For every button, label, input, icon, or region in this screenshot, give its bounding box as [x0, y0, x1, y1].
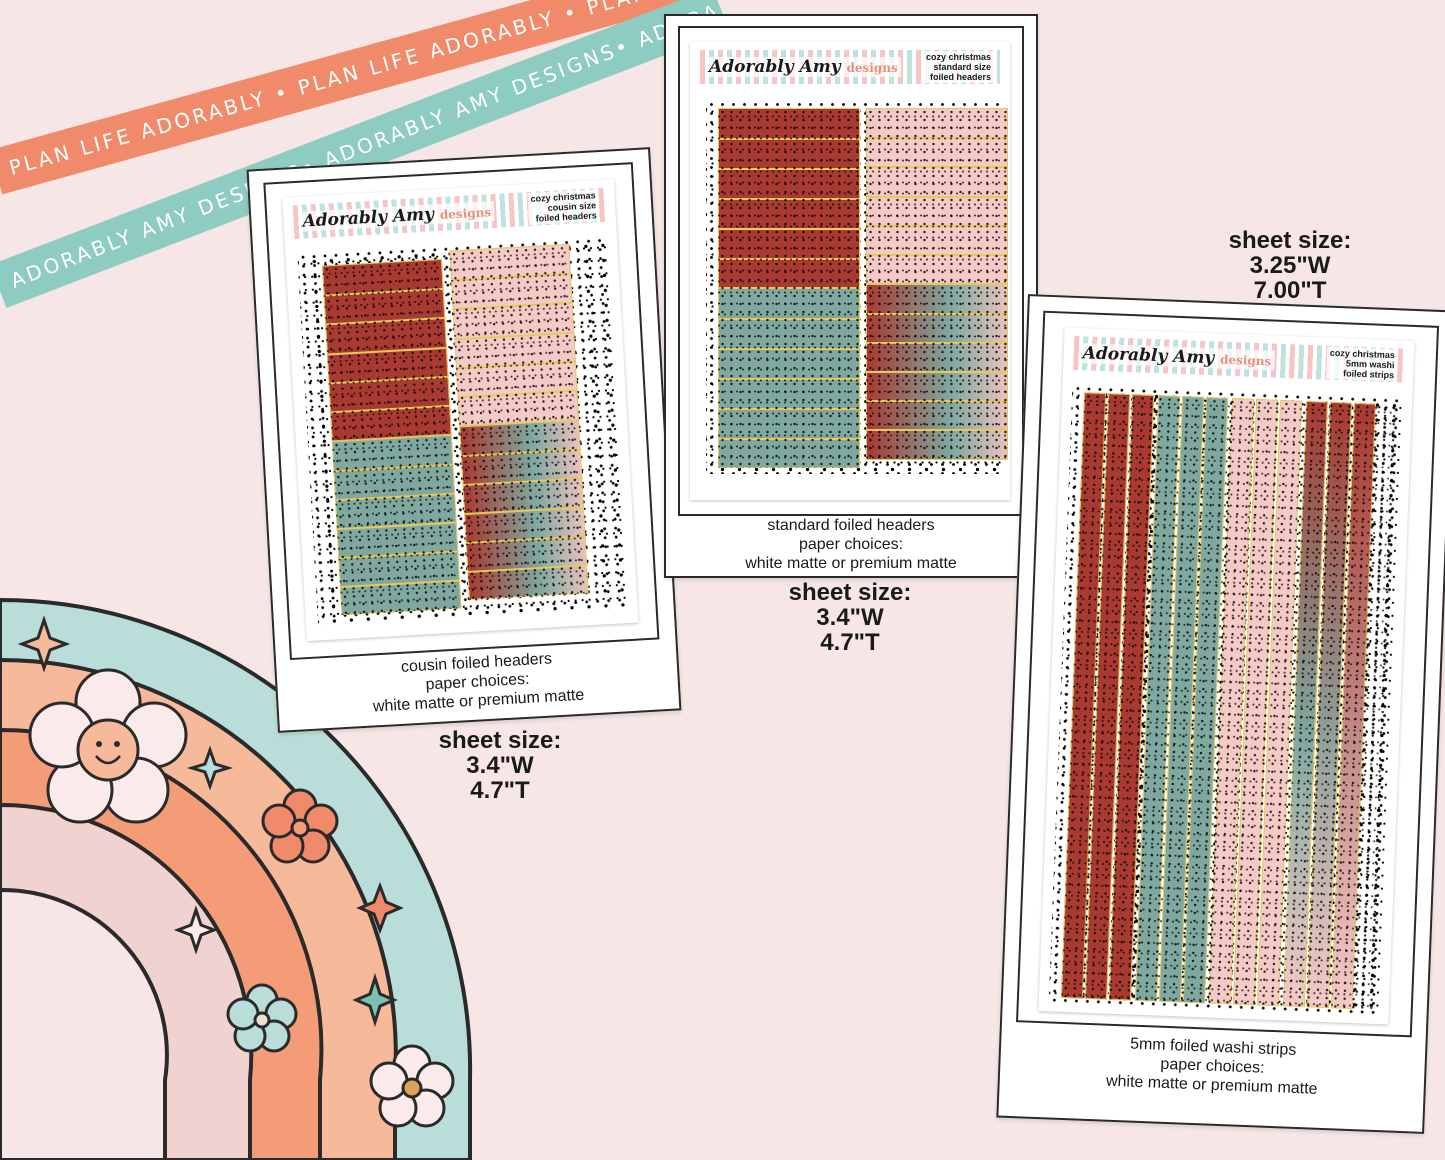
standard-headers-card[interactable]: Adorably Amy designs cozy christmas stan…	[664, 14, 1038, 578]
sparkle-icon	[17, 615, 71, 673]
washi-strips-card[interactable]: Adorably Amy designs cozy christmas 5mm …	[996, 294, 1445, 1134]
brand-logo: Adorably Amy designs	[1079, 343, 1275, 371]
sticker-sheet: Adorably Amy designs cozy christmas 5mm …	[1038, 327, 1415, 1025]
brand-bar: Adorably Amy designs cozy christmas stan…	[700, 50, 1000, 84]
brand-bar: Adorably Amy designs cozy christmas 5mm …	[1073, 335, 1405, 383]
sparkle-icon	[173, 905, 219, 955]
daisy-flower-icon	[369, 1044, 455, 1128]
sheet-title: cozy christmas 5mm washi foiled strips	[1325, 346, 1399, 382]
sticker-sheet: Adorably Amy designs cozy christmas cous…	[282, 179, 639, 642]
rainbow-illustration	[0, 597, 473, 1160]
sheet-size-standard: sheet size: 3.4"W 4.7"T	[788, 579, 912, 656]
sheet-title: cozy christmas standard size foiled head…	[922, 51, 994, 83]
smiley-flower-icon	[28, 668, 188, 824]
product-caption: 5mm foiled washi strips paper choices: w…	[1105, 1035, 1318, 1098]
header-panel-right	[866, 108, 1008, 460]
header-panel-left	[322, 258, 462, 616]
brand-logo: Adorably Amy designs	[299, 200, 495, 232]
card-frame: Adorably Amy designs cozy christmas cous…	[263, 162, 660, 661]
washi-strips	[1060, 392, 1397, 1010]
cousin-headers-card[interactable]: Adorably Amy designs cozy christmas cous…	[246, 147, 682, 733]
brand-bar: Adorably Amy designs cozy christmas cous…	[292, 187, 607, 240]
header-panel-left	[718, 108, 860, 468]
sparkle-icon	[352, 972, 398, 1028]
sheet-size-washi: sheet size: 3.25"W 7.00"T	[1228, 227, 1352, 304]
sheet-size-cousin: sheet size: 3.4"W 4.7"T	[438, 727, 562, 804]
header-panel-right	[449, 243, 589, 600]
brand-logo: Adorably Amy designs	[706, 57, 901, 77]
orange-flower-icon	[261, 788, 339, 864]
teal-flower-icon	[226, 983, 298, 1053]
sparkle-icon	[356, 881, 404, 935]
card-frame: Adorably Amy designs cozy christmas 5mm …	[1016, 310, 1440, 1038]
sparkle-icon	[186, 745, 234, 791]
sheet-title: cozy christmas cousin size foiled header…	[527, 189, 600, 226]
sticker-sheet: Adorably Amy designs cozy christmas stan…	[690, 42, 1010, 500]
product-caption: standard foiled headers paper choices: w…	[745, 517, 957, 572]
card-frame: Adorably Amy designs cozy christmas stan…	[678, 26, 1024, 516]
